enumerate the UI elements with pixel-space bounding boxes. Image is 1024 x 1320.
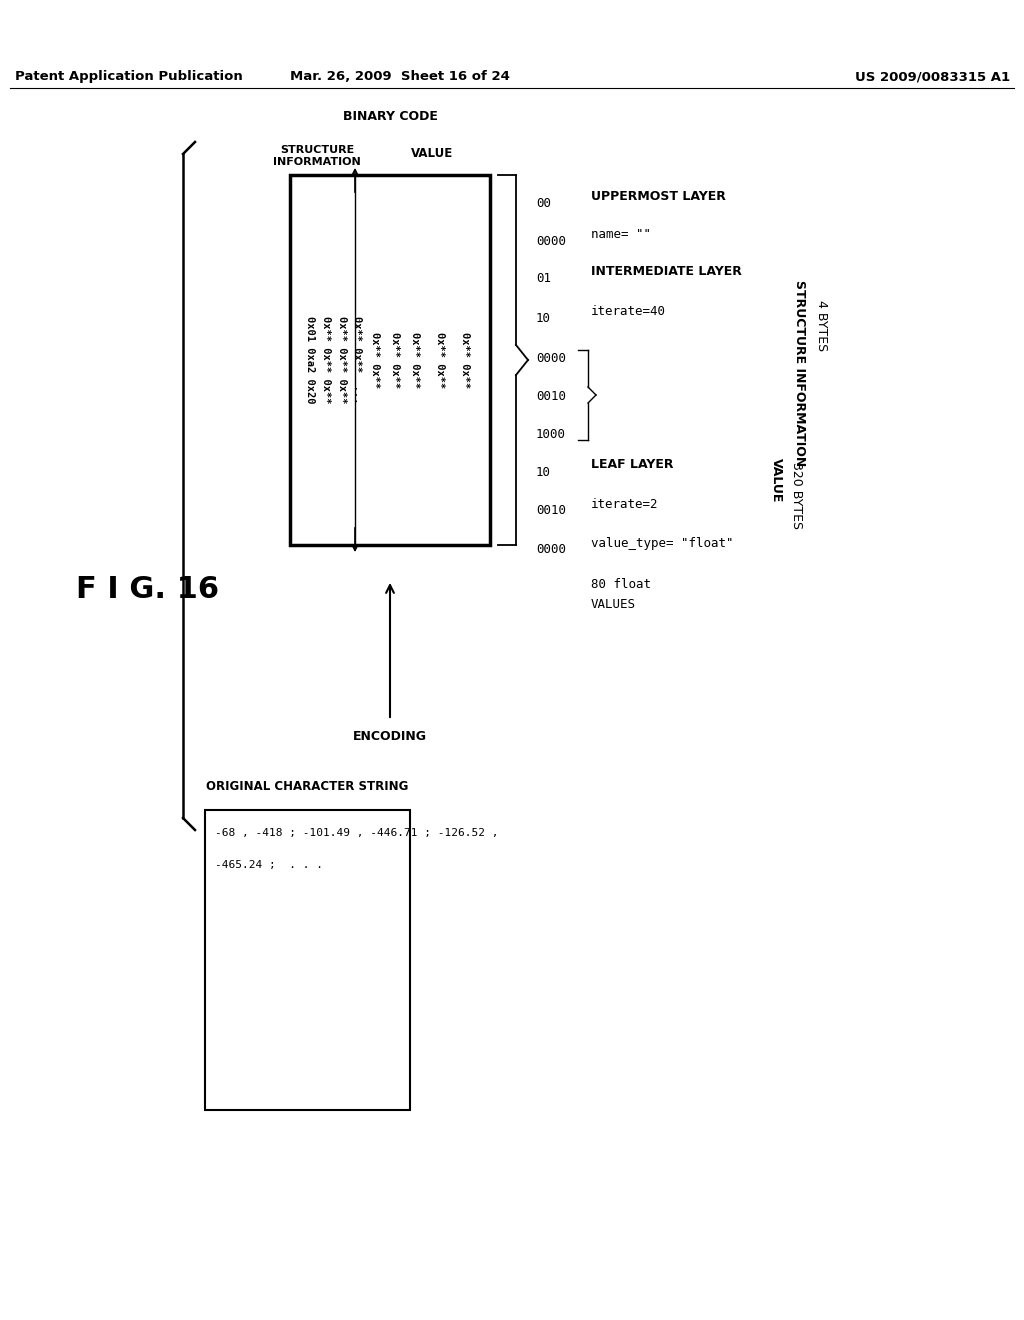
Text: 0000: 0000 (536, 235, 566, 248)
Text: 0x** 0x**  ...: 0x** 0x** ... (352, 317, 362, 404)
Text: VALUES: VALUES (591, 598, 636, 611)
Text: VALUE: VALUE (411, 147, 454, 160)
Text: 0x** 0x** 0x**: 0x** 0x** 0x** (337, 317, 347, 404)
Text: 80 float: 80 float (591, 578, 651, 591)
Text: US 2009/0083315 A1: US 2009/0083315 A1 (855, 70, 1010, 83)
Text: 4 BYTES: 4 BYTES (815, 300, 828, 351)
Text: STRUCTURE
INFORMATION: STRUCTURE INFORMATION (273, 145, 360, 166)
Text: 0x** 0x** 0x**: 0x** 0x** 0x** (321, 317, 331, 404)
Text: 320 BYTES: 320 BYTES (790, 462, 803, 529)
Text: 0x01 0xa2 0x20: 0x01 0xa2 0x20 (305, 317, 315, 404)
Text: 01: 01 (536, 272, 551, 285)
Text: 1000: 1000 (536, 428, 566, 441)
Text: LEAF LAYER: LEAF LAYER (591, 458, 674, 471)
Text: 0x** 0x**: 0x** 0x** (370, 331, 380, 388)
Text: 0x** 0x**: 0x** 0x** (410, 331, 420, 388)
Text: Mar. 26, 2009  Sheet 16 of 24: Mar. 26, 2009 Sheet 16 of 24 (290, 70, 510, 83)
Text: ORIGINAL CHARACTER STRING: ORIGINAL CHARACTER STRING (206, 780, 409, 793)
Text: value_type= "float": value_type= "float" (591, 537, 733, 550)
Text: 0000: 0000 (536, 543, 566, 556)
Text: iterate=40: iterate=40 (591, 305, 666, 318)
Text: 10: 10 (536, 312, 551, 325)
Text: -465.24 ;  . . .: -465.24 ; . . . (215, 861, 323, 870)
Text: 0000: 0000 (536, 352, 566, 366)
Text: Patent Application Publication: Patent Application Publication (15, 70, 243, 83)
Text: iterate=2: iterate=2 (591, 498, 658, 511)
Text: UPPERMOST LAYER: UPPERMOST LAYER (591, 190, 726, 203)
Text: VALUE: VALUE (770, 458, 783, 503)
Text: 00: 00 (536, 197, 551, 210)
Text: INTERMEDIATE LAYER: INTERMEDIATE LAYER (591, 265, 741, 279)
Text: 0x** 0x**: 0x** 0x** (460, 331, 470, 388)
Text: -68 , -418 ; -101.49 , -446.71 ; -126.52 ,: -68 , -418 ; -101.49 , -446.71 ; -126.52… (215, 828, 499, 838)
Text: ENCODING: ENCODING (353, 730, 427, 743)
Text: 0010: 0010 (536, 389, 566, 403)
Text: 0x** 0x**: 0x** 0x** (435, 331, 445, 388)
Text: 0010: 0010 (536, 504, 566, 517)
Text: BINARY CODE: BINARY CODE (343, 110, 437, 123)
Text: STRUCTURE INFORMATION: STRUCTURE INFORMATION (794, 280, 807, 466)
Text: 0x** 0x**: 0x** 0x** (390, 331, 400, 388)
Text: name= "": name= "" (591, 228, 651, 242)
Text: 10: 10 (536, 466, 551, 479)
Text: F I G. 16: F I G. 16 (77, 576, 219, 605)
